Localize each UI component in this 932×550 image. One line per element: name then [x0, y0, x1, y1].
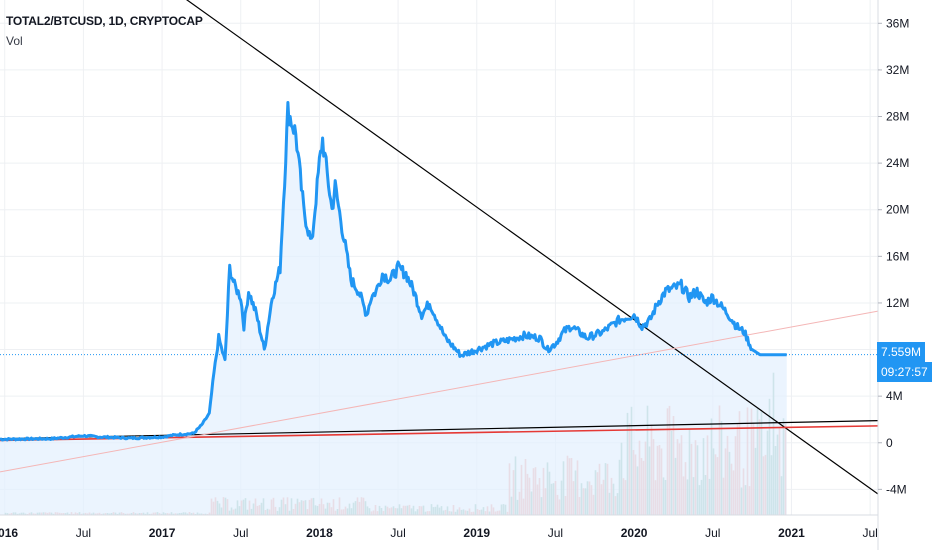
y-tick-label: 28M [886, 110, 909, 124]
y-tick-label: 4M [886, 389, 903, 403]
y-tick-label: 12M [886, 296, 909, 310]
volume-legend[interactable]: Vol [6, 34, 23, 48]
y-tick-label: 0 [886, 436, 893, 450]
x-tick-label: 2021 [778, 526, 805, 540]
y-axis-panel [878, 0, 932, 550]
price-line [0, 101, 788, 442]
x-tick-label: Jul [390, 526, 405, 540]
y-tick-label: 24M [886, 156, 909, 170]
x-axis-labels: 2016 Jul 2017 Jul 2018 Jul 2019 Jul 2020 Jul 2021 J… [0, 526, 878, 540]
y-tick-label: 32M [886, 63, 909, 77]
x-tick-label: Jul [233, 526, 248, 540]
trendline-pink [0, 310, 879, 473]
y-tick-label: -4M [886, 482, 907, 496]
y-tick-label: 16M [886, 249, 909, 263]
trendlines [0, 0, 879, 495]
price-area [0, 102, 787, 515]
x-tick-label: 2020 [621, 526, 648, 540]
x-tick-label: Jul [548, 526, 563, 540]
x-tick-label: 2018 [306, 526, 333, 540]
x-tick-label: Jul [705, 526, 720, 540]
x-tick-label: Jul [76, 526, 91, 540]
trendline-black [186, 0, 879, 495]
x-tick-label: Jul [862, 526, 877, 540]
x-tick-label: 2019 [463, 526, 490, 540]
y-tick-label: 36M [886, 16, 909, 30]
price-badge: 7.559M [877, 342, 926, 362]
trendline-black [0, 420, 879, 440]
symbol-title[interactable]: TOTAL2/BTCUSD, 1D, CRYPTOCAP [6, 14, 203, 28]
x-tick-label: 2017 [149, 526, 176, 540]
y-tick-label: 20M [886, 203, 909, 217]
x-tick-label: 2016 [0, 526, 18, 540]
countdown-badge: 09:27:57 [877, 362, 932, 382]
